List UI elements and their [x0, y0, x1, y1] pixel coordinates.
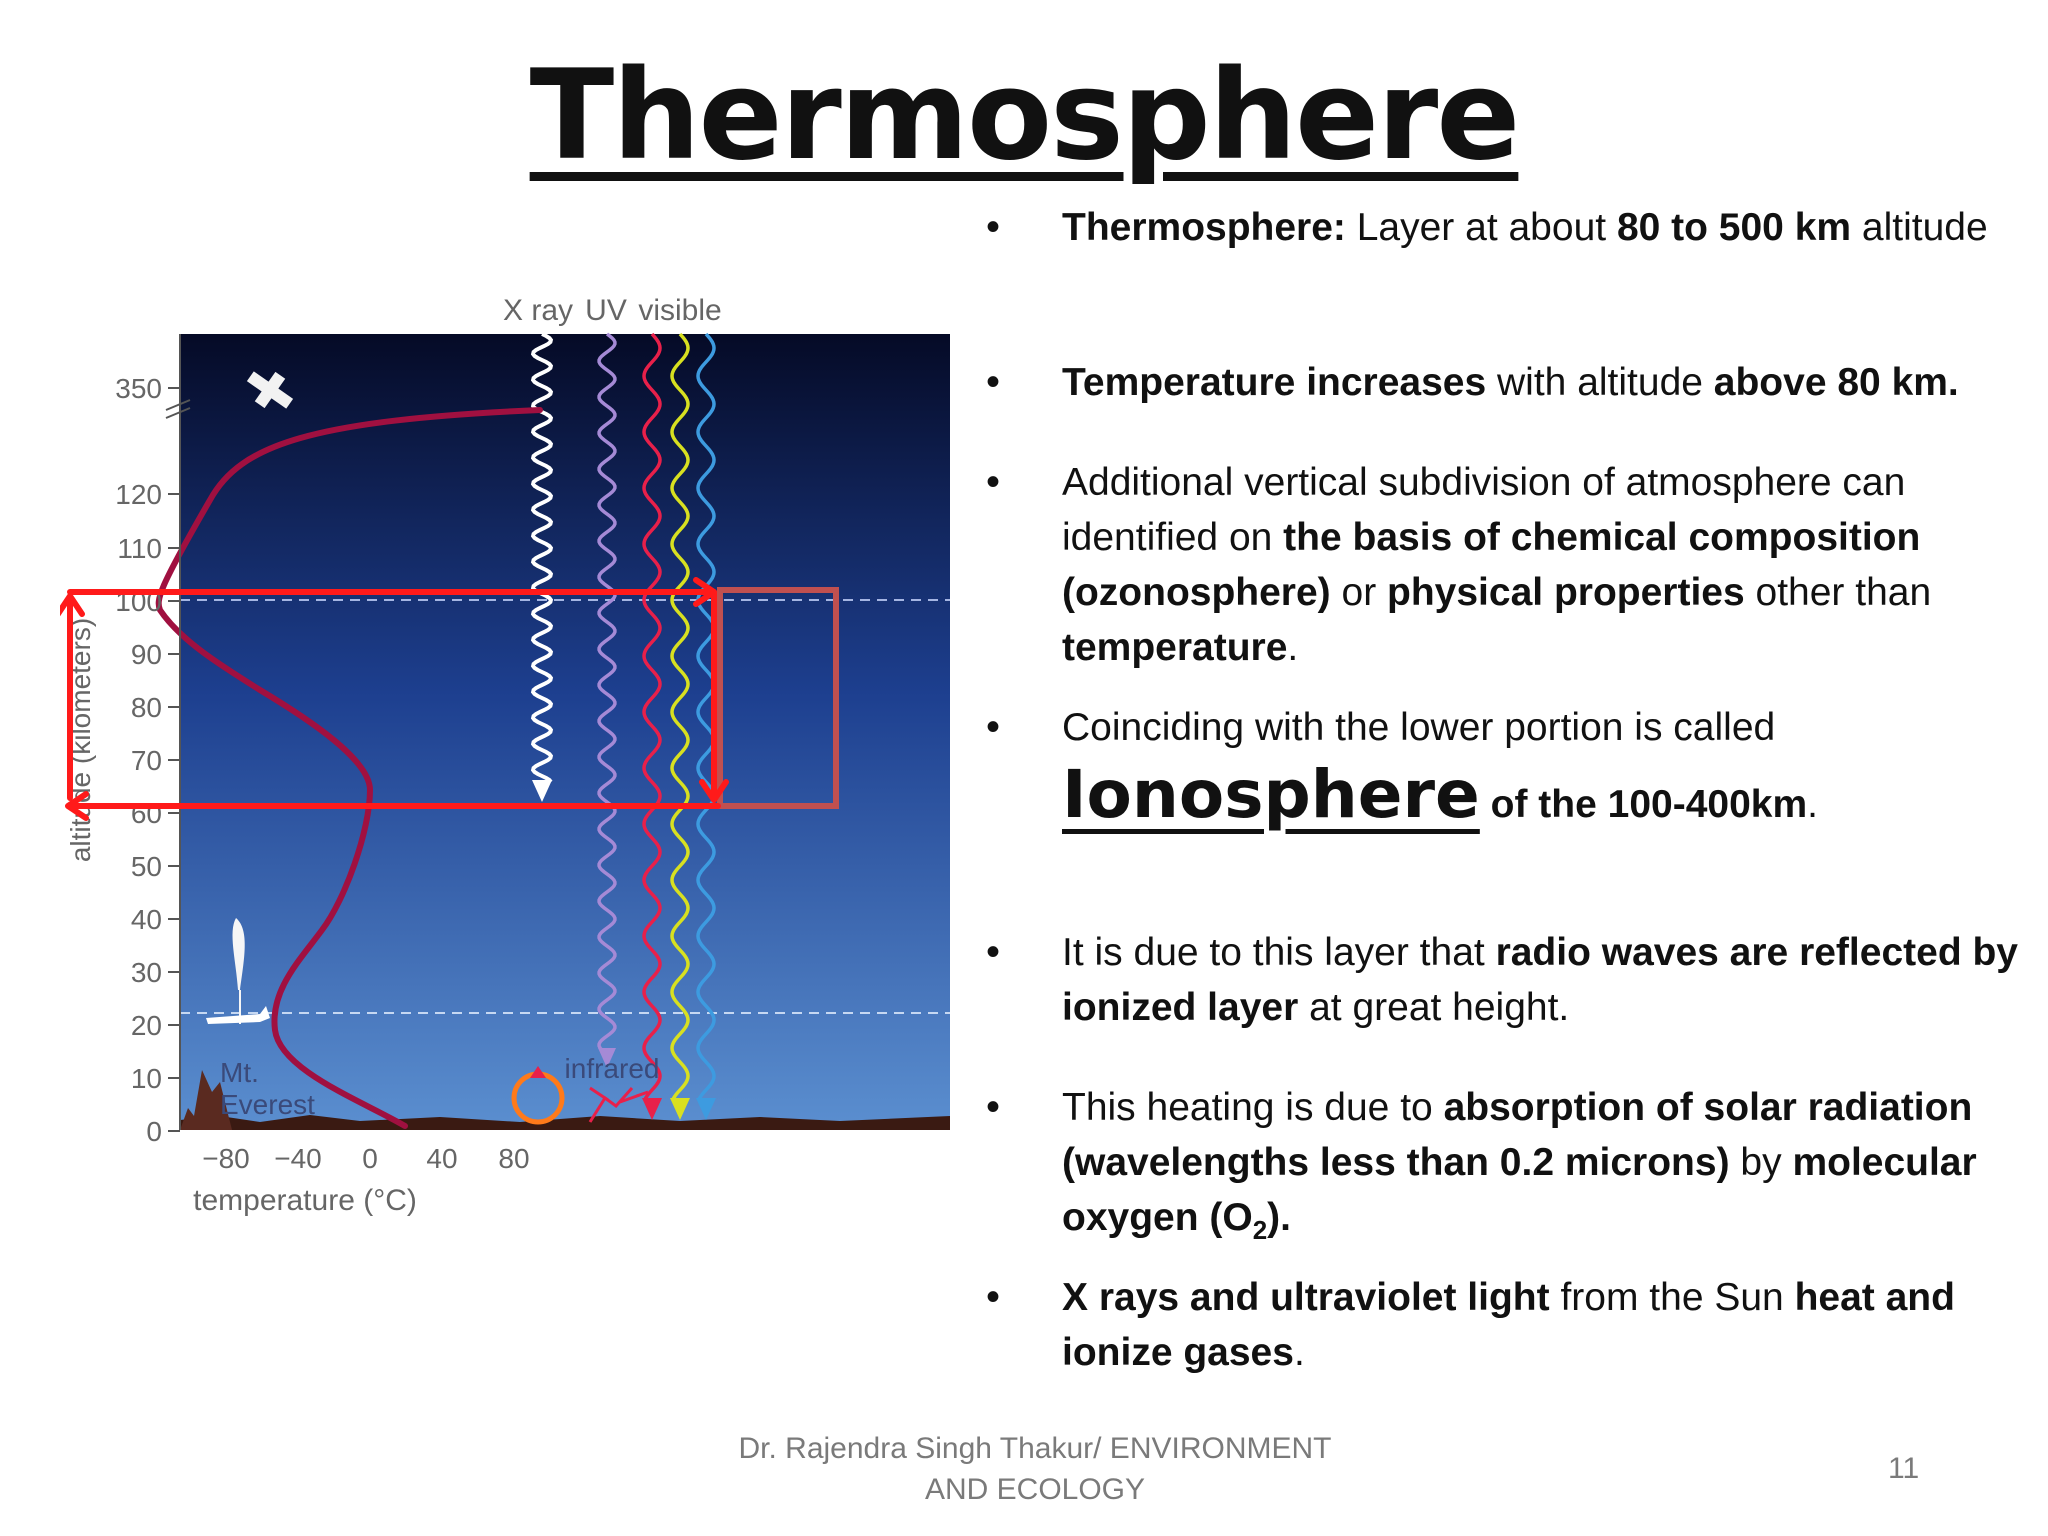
bullet-solar-absorption: This heating is due to absorption of sol… [980, 1080, 2030, 1258]
bullet-xray-uv-heating: X rays and ultraviolet light from the Su… [980, 1270, 2030, 1380]
bullet-text-part: with altitude [1486, 361, 1714, 404]
bullet-text-part: Temperature increases [1062, 361, 1487, 404]
visible-wave-yellow-arrowhead [670, 1098, 690, 1120]
x-tick-label: 0 [362, 1143, 378, 1174]
slide-title-text: Thermosphere [529, 44, 1521, 188]
x-axis-title: temperature (°C) [193, 1184, 417, 1217]
y-tick-label: 50 [131, 851, 162, 882]
bullet-text-part: the basis of chemical composition (ozono… [1062, 516, 1921, 614]
uv-wave [597, 332, 617, 1052]
y-tick-label: 30 [131, 957, 162, 988]
y-tick-label: 20 [131, 1010, 162, 1041]
slide-title: Thermosphere [0, 48, 2048, 184]
visible-wave-red-arrowhead [642, 1098, 662, 1120]
y-tick-label: 40 [131, 904, 162, 935]
footer-credit: Dr. Rajendra Singh Thakur/ ENVIRONMENT A… [738, 1432, 1332, 1506]
ionosphere-term: Ionosphere [1062, 756, 1480, 833]
weather-balloon-icon [232, 918, 245, 990]
infrared-arrow-1 [588, 1087, 634, 1123]
temperature-profile-curve [155, 407, 543, 1129]
bullet-vertical-subdivision: Additional vertical subdivision of atmos… [980, 455, 2030, 675]
visible-wave-blue [696, 332, 716, 1101]
bullet-text-part: Layer at about [1345, 206, 1617, 249]
bullet-text-part: This heating is due to [1062, 1086, 1444, 1129]
bullet-thermosphere-definition: Thermosphere: Layer at about 80 to 500 k… [980, 200, 1988, 255]
bullet-radio-waves: It is due to this layer that radio waves… [980, 925, 2030, 1035]
visible-label: visible [638, 294, 721, 327]
ionosphere-range-text: of the 100-400km [1479, 783, 1808, 826]
x-tick-label: −40 [274, 1143, 322, 1174]
bullet-text-part: from the Sun [1549, 1276, 1795, 1319]
bullet-ionosphere: Coinciding with the lower portion is cal… [980, 700, 1818, 832]
bullet-text-part: heat and ionize gases [1062, 1276, 1955, 1374]
x-tick-labels: −80 −40 0 40 80 [202, 1143, 529, 1174]
infrared-arrow-2 [589, 1086, 609, 1102]
infrared-arrow-3 [619, 1090, 649, 1104]
bullet-text-part: absorption of solar radiation (wavelengt… [1062, 1086, 1973, 1184]
xray-wave-arrowhead [532, 780, 552, 802]
satellite-icon [246, 371, 294, 409]
y-tick-label: 90 [131, 639, 162, 670]
sky-panel [180, 334, 950, 1130]
xray-label: X ray [503, 294, 573, 327]
everest-label-line1: Mt. [220, 1057, 259, 1088]
bullet-text-part: molecular oxygen (O [1062, 1141, 1977, 1239]
bullet-text-part: or [1330, 571, 1388, 614]
bullet-text-part: radio waves are reflected by ionized lay… [1062, 931, 2018, 1029]
airplane-icon [206, 1006, 270, 1024]
y-tick-label: 70 [131, 745, 162, 776]
y-tick-label: 120 [115, 479, 162, 510]
visible-wave-yellow [670, 332, 690, 1101]
ionosphere-range-period: . [1807, 783, 1818, 826]
page-number: 11 [1888, 1452, 1920, 1485]
x-tick-label: 40 [426, 1143, 457, 1174]
bullet-text-part: Additional vertical subdivision of atmos… [1062, 461, 1906, 559]
y-tick-label: 0 [146, 1116, 162, 1147]
y-tick-label: 110 [117, 533, 162, 564]
ionosphere-range-arrows [60, 577, 729, 821]
ionosphere-intro-text: Coinciding with the lower portion is cal… [1062, 706, 1776, 749]
y-axis [168, 334, 181, 1132]
x-tick-label: 80 [498, 1143, 529, 1174]
y-tick-label: 80 [131, 692, 162, 723]
bullet-text-part: altitude [1851, 206, 1988, 249]
bullet-text-part: . [1287, 626, 1299, 669]
bullet-text-part: ). [1267, 1196, 1291, 1239]
uv-label: UV [585, 294, 627, 327]
uv-wave-arrowhead [598, 1048, 616, 1068]
bullet-text-part: X rays and ultraviolet light [1062, 1276, 1550, 1319]
bullet-text-part: temperature [1062, 626, 1288, 669]
infrared-loop-arrow [530, 1066, 546, 1078]
bullet-text-part: 80 to 500 km [1616, 206, 1852, 249]
visible-wave-blue-arrowhead [696, 1098, 716, 1120]
bullet-text-part: Thermosphere: [1062, 206, 1346, 249]
y-tick-label: 350 [115, 373, 162, 404]
infrared-label: infrared [565, 1053, 660, 1084]
bullet-text-part: at great height. [1298, 986, 1570, 1029]
bullet-text-part: . [1293, 1331, 1305, 1374]
ionosphere-highlight-box [717, 587, 839, 809]
y-tick-label: 10 [131, 1063, 162, 1094]
bullet-text-part: by [1729, 1141, 1793, 1184]
bullet-temperature-increase: Temperature increases with altitude abov… [980, 355, 1959, 410]
axis-break-mark [165, 399, 191, 419]
bullet-text-part: physical properties [1387, 571, 1745, 614]
ground-strip [180, 1115, 950, 1130]
bullet-text-part: It is due to this layer that [1062, 931, 1496, 974]
bullet-text-part: other than [1744, 571, 1932, 614]
mountain-icon [180, 1070, 232, 1130]
bullet-text-part: above 80 km. [1713, 361, 1959, 404]
everest-label-line2: Everest [220, 1089, 315, 1120]
x-tick-label: −80 [202, 1143, 250, 1174]
bullet-text-part: 2 [1252, 1214, 1268, 1245]
visible-wave-red [642, 332, 662, 1101]
y-tick-label: 60 [131, 798, 162, 829]
